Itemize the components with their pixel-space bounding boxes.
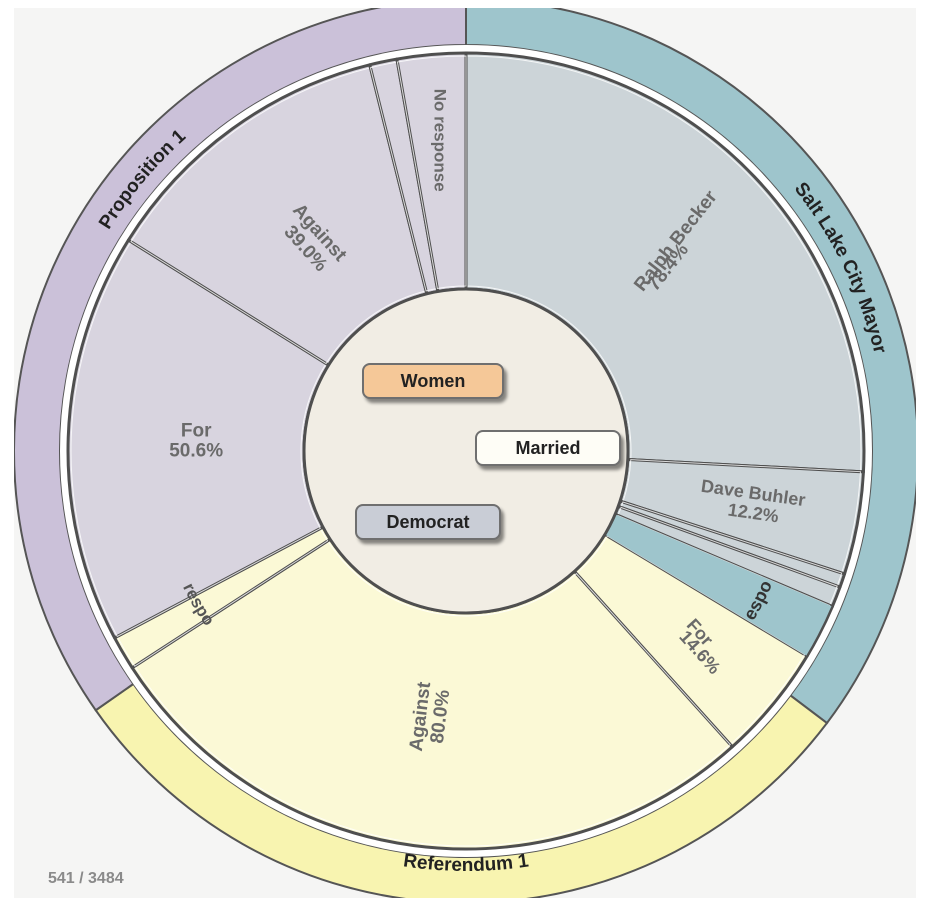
segment-highlight-ref-against [134, 540, 732, 847]
label-prop-no-response: No response [430, 89, 449, 192]
segment-highlight-prop-for [70, 240, 327, 638]
ring-separator [60, 45, 872, 857]
segment-highlight-ralph-becker [465, 55, 862, 473]
value-prop-for: 50.6% [169, 441, 223, 462]
record-counter: 541 / 3484 [48, 870, 124, 887]
segment-highlight-prop-against [130, 67, 427, 365]
filter-married-chip[interactable]: Married [475, 430, 621, 466]
chart-panel: Salt Lake City Mayor Referendum 1 Proposit… [14, 8, 916, 898]
filter-women-chip[interactable]: Women [362, 363, 504, 399]
segment-fill-mayor-no-response [605, 514, 832, 656]
label-prop-for: For [181, 421, 212, 442]
segment-highlight-prop-no-response [396, 55, 467, 290]
filter-democrat-chip[interactable]: Democrat [355, 504, 501, 540]
